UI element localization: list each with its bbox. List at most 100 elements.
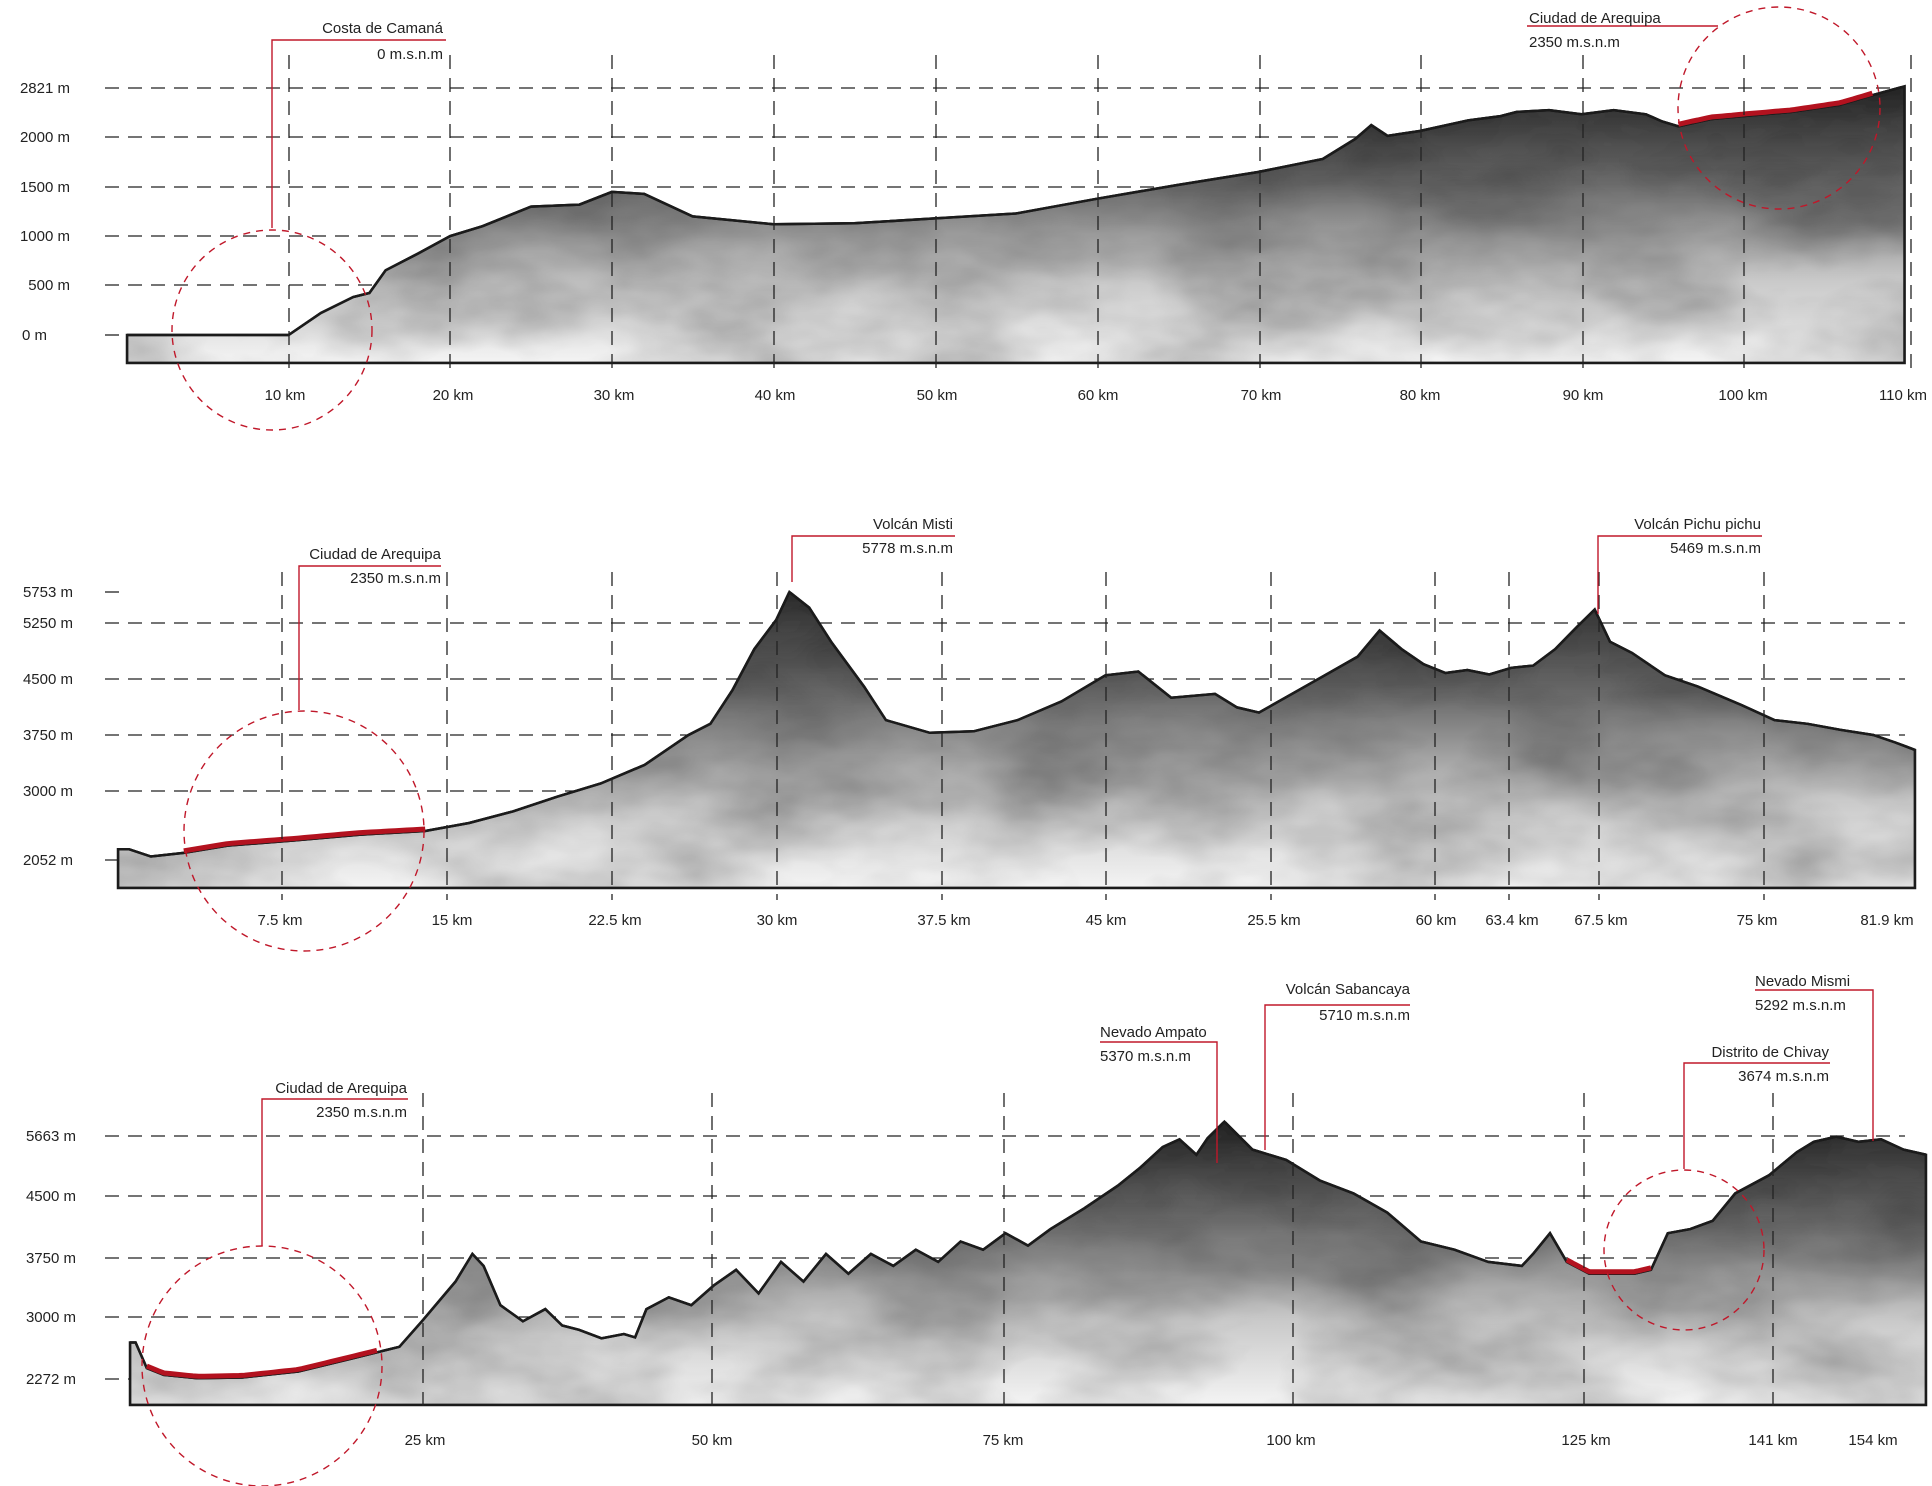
x-tick-label: 25.5 km xyxy=(1247,912,1300,929)
x-tick-label: 50 km xyxy=(692,1432,733,1449)
profile-panel-2: 5753 m 5250 m 4500 m 3750 m 3000 m 2052 … xyxy=(23,516,1917,952)
annotation-value: 2350 m.s.n.m xyxy=(1529,34,1620,51)
y-tick-label: 1000 m xyxy=(20,228,70,245)
y-tick-label: 3000 m xyxy=(26,1309,76,1326)
x-tick-label: 30 km xyxy=(594,387,635,404)
y-tick-label: 3000 m xyxy=(23,783,73,800)
annotation-name: Ciudad de Arequipa xyxy=(1529,10,1661,27)
panel-1-y-ticks: 2821 m 2000 m 1500 m 1000 m 500 m 0 m xyxy=(20,80,70,344)
terrain-area xyxy=(125,84,1906,365)
x-tick-label: 80 km xyxy=(1400,387,1441,404)
y-tick-label: 0 m xyxy=(22,327,47,344)
y-tick-label: 5753 m xyxy=(23,584,73,601)
annotation-leader xyxy=(298,565,441,710)
annotation-name: Costa de Camaná xyxy=(322,20,444,37)
panel-2-terrain xyxy=(116,590,1917,890)
highlight-circle xyxy=(1677,6,1881,210)
profile-panel-1: 2821 m 2000 m 1500 m 1000 m 500 m 0 m 10… xyxy=(20,6,1927,431)
x-tick-label: 75 km xyxy=(983,1432,1024,1449)
annotation-value: 0 m.s.n.m xyxy=(377,46,443,63)
annotation-leader xyxy=(1100,1041,1218,1163)
panel-3-terrain xyxy=(128,1119,1928,1407)
x-tick-label: 70 km xyxy=(1241,387,1282,404)
panel-2-x-gridlines xyxy=(281,572,1765,900)
terrain-area xyxy=(128,1119,1928,1407)
x-tick-label: 10 km xyxy=(265,387,306,404)
x-tick-label: 15 km xyxy=(432,912,473,929)
terrain-outline xyxy=(128,1119,1928,1407)
highlighted-segment xyxy=(1677,90,1874,127)
annotation-name: Volcán Pichu pichu xyxy=(1634,516,1761,533)
annotation-leader xyxy=(1683,1062,1830,1169)
x-tick-label: 81.9 km xyxy=(1860,912,1913,929)
annotation-leader xyxy=(1264,1004,1410,1150)
annotation-name: Volcán Misti xyxy=(873,516,953,533)
x-tick-label: 30 km xyxy=(757,912,798,929)
x-tick-label: 20 km xyxy=(433,387,474,404)
annotation-value: 2350 m.s.n.m xyxy=(316,1104,407,1121)
x-tick-label: 60 km xyxy=(1416,912,1457,929)
terrain-area xyxy=(116,590,1917,890)
x-tick-label: 100 km xyxy=(1718,387,1767,404)
x-tick-label: 75 km xyxy=(1737,912,1778,929)
panel-3-x-gridlines xyxy=(422,1093,1774,1415)
panel-1-terrain xyxy=(125,84,1906,365)
annotation-leader xyxy=(791,535,955,582)
annotation-name: Ciudad de Arequipa xyxy=(309,546,441,563)
panel-2-x-ticks: 7.5 km 15 km 22.5 km 30 km 37.5 km 45 km… xyxy=(257,912,1913,929)
x-tick-label: 100 km xyxy=(1266,1432,1315,1449)
x-tick-label: 37.5 km xyxy=(917,912,970,929)
x-tick-label: 22.5 km xyxy=(588,912,641,929)
annotation-name: Distrito de Chivay xyxy=(1711,1044,1829,1061)
x-tick-label: 40 km xyxy=(755,387,796,404)
annotation-leader xyxy=(271,39,446,228)
highlighted-segment xyxy=(145,1347,378,1379)
y-tick-label: 2052 m xyxy=(23,852,73,869)
annotation-leader xyxy=(1597,535,1762,614)
annotation-value: 5778 m.s.n.m xyxy=(862,540,953,557)
y-tick-label: 2000 m xyxy=(20,129,70,146)
highlighted-segment xyxy=(1565,1257,1652,1275)
x-tick-label: 25 km xyxy=(405,1432,446,1449)
annotation-value: 5469 m.s.n.m xyxy=(1670,540,1761,557)
panel-2-annotations: Ciudad de Arequipa 2350 m.s.n.m Volcán M… xyxy=(183,516,1762,952)
y-tick-label: 5250 m xyxy=(23,615,73,632)
x-tick-label: 67.5 km xyxy=(1574,912,1627,929)
y-tick-label: 1500 m xyxy=(20,179,70,196)
annotation-leader xyxy=(1755,989,1874,1141)
panel-1-x-gridlines xyxy=(288,55,1912,375)
x-tick-label: 63.4 km xyxy=(1485,912,1538,929)
y-tick-label: 4500 m xyxy=(26,1188,76,1205)
panel-3-x-ticks: 25 km 50 km 75 km 100 km 125 km 141 km 1… xyxy=(405,1432,1898,1449)
y-tick-label: 2272 m xyxy=(26,1371,76,1388)
x-tick-label: 50 km xyxy=(917,387,958,404)
panel-2-y-ticks: 5753 m 5250 m 4500 m 3750 m 3000 m 2052 … xyxy=(23,584,73,869)
x-tick-label: 90 km xyxy=(1563,387,1604,404)
y-tick-label: 4500 m xyxy=(23,671,73,688)
y-tick-label: 500 m xyxy=(28,277,70,294)
x-tick-label: 110 km xyxy=(1879,387,1927,404)
terrain-outline xyxy=(116,590,1917,890)
y-tick-label: 5663 m xyxy=(26,1128,76,1145)
panel-1-x-ticks: 10 km 20 km 30 km 40 km 50 km 60 km 70 k… xyxy=(265,387,1927,404)
x-tick-label: 154 km xyxy=(1848,1432,1897,1449)
x-tick-label: 141 km xyxy=(1748,1432,1797,1449)
annotation-value: 5292 m.s.n.m xyxy=(1755,997,1846,1014)
highlight-circle xyxy=(183,710,425,952)
highlight-circle xyxy=(1603,1169,1765,1331)
annotation-value: 3674 m.s.n.m xyxy=(1738,1068,1829,1085)
annotation-name: Nevado Ampato xyxy=(1100,1024,1207,1041)
y-tick-label: 3750 m xyxy=(23,727,73,744)
annotation-name: Ciudad de Arequipa xyxy=(275,1080,407,1097)
highlighted-segment xyxy=(183,826,426,854)
panel-3-annotations: Ciudad de Arequipa 2350 m.s.n.m Nevado A… xyxy=(141,973,1874,1486)
panel-3-y-ticks: 5663 m 4500 m 3750 m 3000 m 2272 m xyxy=(26,1128,76,1388)
y-tick-label: 2821 m xyxy=(20,80,70,97)
profile-panel-3: 5663 m 4500 m 3750 m 3000 m 2272 m 25 km… xyxy=(26,973,1928,1486)
highlight-circle xyxy=(171,229,373,431)
annotation-name: Volcán Sabancaya xyxy=(1286,981,1411,998)
y-tick-label: 3750 m xyxy=(26,1250,76,1267)
panel-1-annotations: Costa de Camaná 0 m.s.n.m Ciudad de Areq… xyxy=(171,6,1881,431)
annotation-leader xyxy=(261,1098,408,1246)
